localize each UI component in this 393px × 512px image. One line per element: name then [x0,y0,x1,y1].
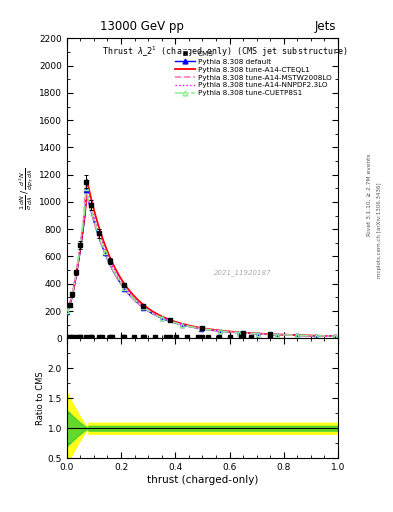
Text: Rivet 3.1.10, ≥ 2.7M events: Rivet 3.1.10, ≥ 2.7M events [367,153,372,236]
X-axis label: thrust (charged-only): thrust (charged-only) [147,475,258,485]
Y-axis label: $\frac{1}{\sigma}\frac{d N}{d\lambda}\,/\,\frac{d^2 N}{d p_T\,d\lambda}$: $\frac{1}{\sigma}\frac{d N}{d\lambda}\,/… [18,167,36,209]
Y-axis label: Ratio to CMS: Ratio to CMS [36,371,45,425]
Text: 13000 GeV pp: 13000 GeV pp [99,20,184,33]
Text: 2021_11920187: 2021_11920187 [214,269,272,275]
Legend: CMS, Pythia 8.308 default, Pythia 8.308 tune-A14-CTEQL1, Pythia 8.308 tune-A14-M: CMS, Pythia 8.308 default, Pythia 8.308 … [172,48,334,99]
Text: Thrust $\lambda\_2^1$ (charged only) (CMS jet substructure): Thrust $\lambda\_2^1$ (charged only) (CM… [102,45,348,59]
Text: mcplots.cern.ch [arXiv:1306.3436]: mcplots.cern.ch [arXiv:1306.3436] [377,183,382,278]
Text: Jets: Jets [314,20,336,33]
